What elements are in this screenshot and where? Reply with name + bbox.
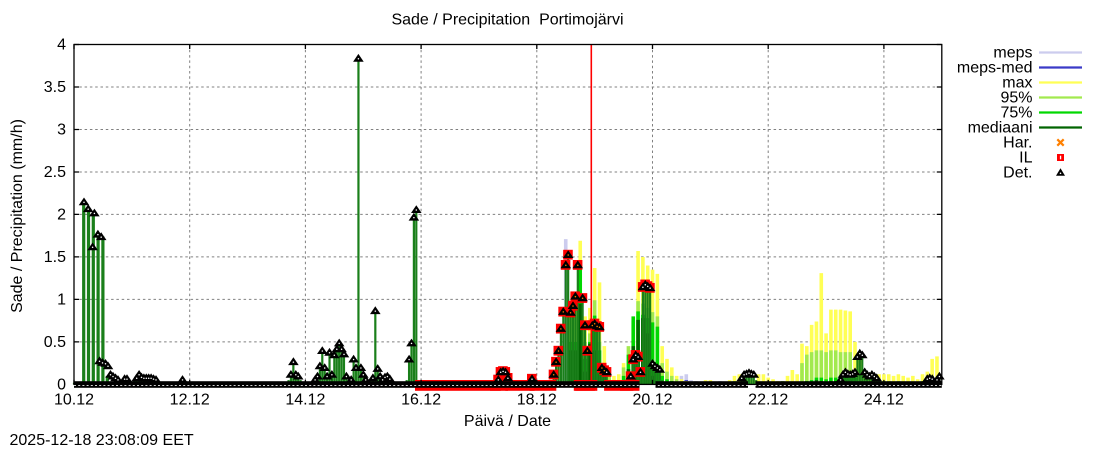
svg-text:max: max xyxy=(1002,75,1032,92)
svg-text:0.5: 0.5 xyxy=(44,334,66,351)
svg-text:22.12: 22.12 xyxy=(748,392,788,409)
svg-text:3: 3 xyxy=(57,122,66,139)
svg-text:4: 4 xyxy=(57,37,66,54)
svg-text:95%: 95% xyxy=(1000,90,1032,107)
svg-text:Sade / Precipitation Portimoj: Sade / Precipitation Portimojärvi xyxy=(391,12,623,29)
svg-text:24.12: 24.12 xyxy=(864,392,904,409)
svg-text:20.12: 20.12 xyxy=(632,392,672,409)
svg-text:10.12: 10.12 xyxy=(54,392,94,409)
svg-text:75%: 75% xyxy=(1000,105,1032,122)
svg-text:Det.: Det. xyxy=(1003,165,1032,182)
svg-text:1.5: 1.5 xyxy=(44,249,66,266)
svg-text:14.12: 14.12 xyxy=(285,392,325,409)
svg-text:1: 1 xyxy=(57,291,66,308)
svg-text:2025-12-18 23:08:09 EET: 2025-12-18 23:08:09 EET xyxy=(10,432,194,449)
svg-text:Har.: Har. xyxy=(1003,135,1032,152)
svg-text:2.5: 2.5 xyxy=(44,164,66,181)
svg-text:12.12: 12.12 xyxy=(170,392,210,409)
svg-text:meps: meps xyxy=(993,45,1032,62)
svg-text:2: 2 xyxy=(57,206,66,223)
svg-text:16.12: 16.12 xyxy=(401,392,441,409)
svg-text:IL: IL xyxy=(1019,150,1032,167)
svg-text:mediaani: mediaani xyxy=(968,120,1033,137)
svg-text:18.12: 18.12 xyxy=(517,392,557,409)
svg-text:Sade / Precipitation (mm/h): Sade / Precipitation (mm/h) xyxy=(9,119,26,313)
svg-text:3.5: 3.5 xyxy=(44,79,66,96)
svg-text:Päivä / Date: Päivä / Date xyxy=(464,413,551,430)
svg-text:0: 0 xyxy=(57,376,66,393)
svg-text:meps-med: meps-med xyxy=(957,60,1033,77)
